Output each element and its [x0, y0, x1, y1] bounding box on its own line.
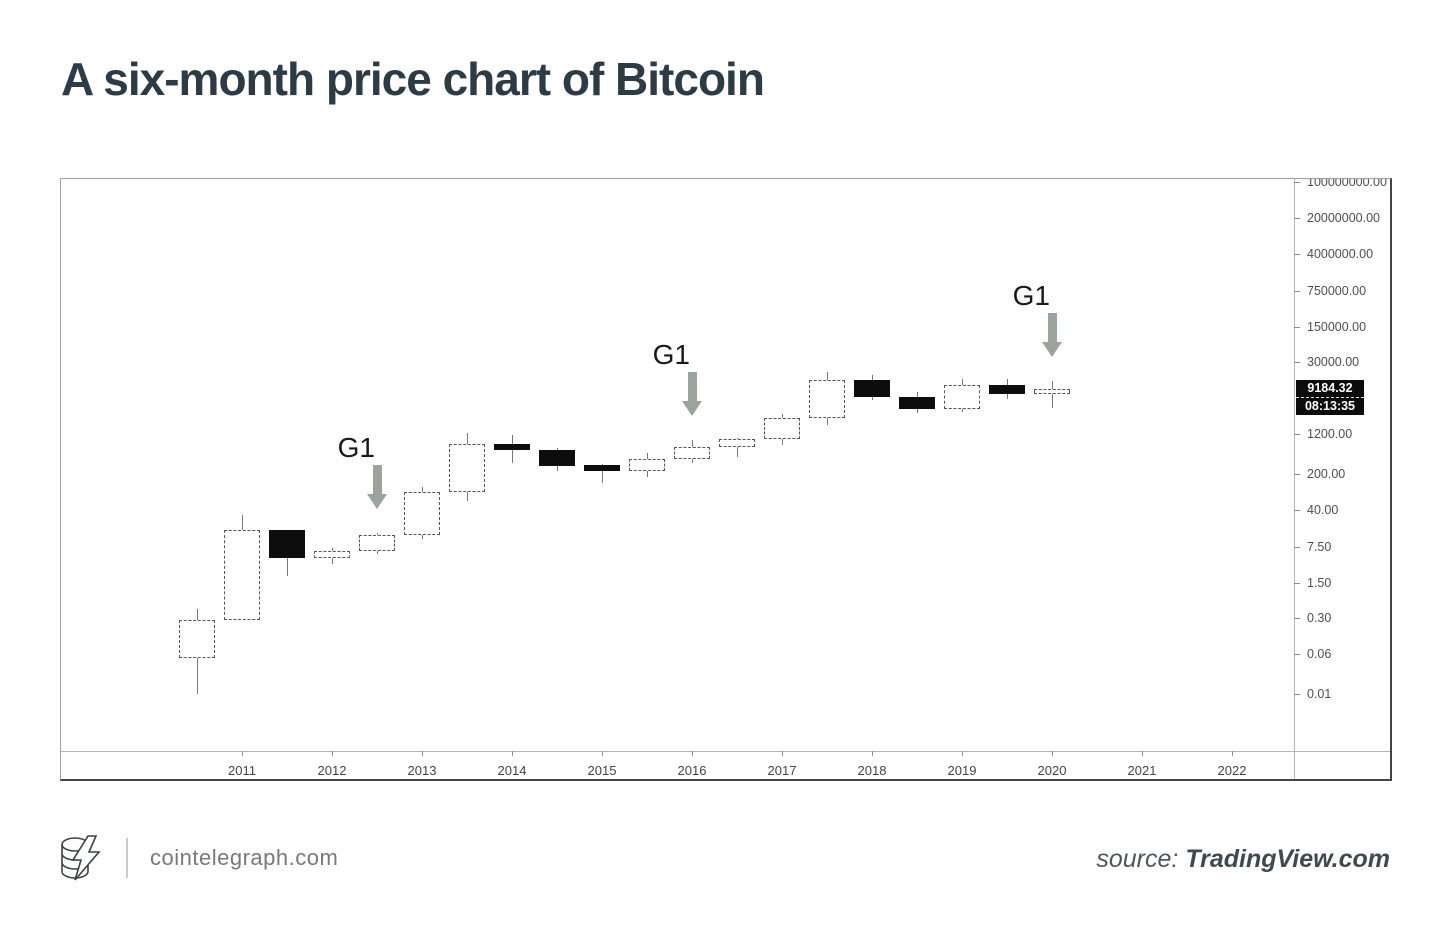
x-axis-tick-label: 2020	[1037, 763, 1067, 778]
candle-body-2014-H1	[494, 444, 530, 450]
candle-body-2010-H2	[179, 619, 215, 659]
candle-body-2019-H1	[944, 385, 980, 409]
x-axis-tick-label: 2015	[587, 763, 617, 778]
candle-body-2011-H1	[224, 529, 260, 620]
candle-body-2018-H1	[854, 379, 890, 398]
x-axis-tick	[1232, 751, 1233, 756]
y-axis-tick	[1294, 473, 1300, 475]
y-axis-tick-label: 7.50	[1307, 539, 1332, 554]
candle-wick-2020-H1	[1051, 381, 1053, 408]
y-axis-tick-label: 0.01	[1307, 687, 1332, 701]
last-price-label: 9184.32	[1296, 380, 1364, 399]
x-axis-tick-label: 2014	[497, 763, 527, 778]
y-axis-tick-label: 20000000.00	[1307, 210, 1380, 225]
y-axis-tick	[1294, 290, 1300, 292]
x-axis-tick-label: 2018	[857, 763, 887, 778]
x-axis-tick-label: 2019	[947, 763, 977, 778]
x-axis-tick	[692, 751, 693, 756]
source-prefix: source:	[1096, 845, 1186, 873]
y-axis-tick	[1294, 362, 1300, 364]
y-axis-tick-label: 30000.00	[1307, 355, 1360, 370]
halving-arrow-shaft	[1047, 313, 1057, 343]
candle-body-2013-H1	[404, 491, 440, 536]
y-axis-tick	[1294, 509, 1300, 511]
y-axis-tick	[1294, 618, 1300, 620]
source-credit: source: TradingView.com	[1096, 845, 1390, 874]
x-axis-tick	[962, 751, 963, 756]
y-axis-tick	[1294, 582, 1300, 584]
halving-label: G1	[652, 339, 690, 371]
y-axis-tick-label: 40.00	[1307, 502, 1339, 517]
y-axis-tick	[1294, 433, 1300, 435]
x-axis-tick	[422, 751, 423, 756]
halving-label: G1	[337, 432, 375, 464]
y-axis-tick	[1294, 217, 1300, 219]
candle-body-2019-H2	[989, 385, 1025, 395]
y-axis-tick	[1294, 654, 1300, 656]
bar-countdown-label: 08:13:35	[1304, 399, 1356, 414]
candle-body-2018-H2	[899, 397, 935, 409]
y-axis-tick-label: 100000000.00	[1307, 178, 1387, 189]
candle-body-2014-H2	[539, 449, 575, 466]
candle-wick-2016-H2	[736, 438, 738, 458]
x-axis-tick	[242, 751, 243, 756]
y-axis-tick	[1294, 694, 1300, 695]
halving-arrow-icon	[1042, 342, 1062, 358]
y-axis-tick-label: 1.50	[1307, 575, 1332, 590]
y-axis-tick	[1294, 182, 1300, 183]
page-title: A six-month price chart of Bitcoin	[61, 53, 765, 105]
x-axis-tick	[872, 751, 873, 756]
candle-body-2012-H2	[359, 535, 395, 552]
halving-arrow-icon	[682, 401, 702, 417]
y-axis-tick-label: 0.06	[1307, 647, 1332, 662]
x-axis-tick	[602, 751, 603, 756]
chart-plot-area: G1 G1 G1	[61, 179, 1390, 779]
y-axis-tick-label: 1200.00	[1307, 426, 1353, 441]
x-axis-tick	[1142, 751, 1143, 756]
candle-body-2017-H1	[764, 418, 800, 440]
candle-body-2020-H1	[1034, 388, 1070, 395]
y-axis-tick	[1294, 546, 1300, 548]
halving-arrow-shaft	[372, 465, 382, 495]
x-axis-tick	[512, 751, 513, 756]
candle-body-2015-H1	[584, 464, 620, 471]
candle-body-2015-H2	[629, 458, 665, 471]
halving-label: G1	[1012, 280, 1050, 312]
price-axis-separator	[1294, 179, 1295, 779]
candle-body-2012-H1	[314, 551, 350, 559]
y-axis-tick-label: 4000000.00	[1307, 246, 1374, 261]
brand-domain: cointelegraph.com	[150, 845, 339, 870]
x-axis-tick	[782, 751, 783, 756]
candle-body-2013-H2	[449, 444, 485, 492]
x-axis-tick-label: 2022	[1217, 763, 1247, 778]
x-axis-tick-label: 2012	[317, 763, 347, 778]
x-axis-tick-label: 2021	[1127, 763, 1157, 778]
candle-body-2016-H2	[719, 439, 755, 447]
candle-body-2011-H2	[269, 529, 305, 559]
footer-brand: cointelegraph.com	[58, 834, 338, 882]
bitcoin-price-chart: G1 G1 G1 9184.32 08:13:35 100000000.00 2000…	[60, 178, 1392, 781]
x-axis-tick-label: 2016	[677, 763, 707, 778]
y-axis-tick	[1294, 253, 1300, 255]
x-axis-tick-label: 2011	[228, 763, 256, 778]
y-axis-tick-label: 0.30	[1307, 611, 1332, 626]
candle-body-2016-H1	[674, 446, 710, 459]
candle-wick-2015-H1	[601, 464, 603, 483]
halving-arrow-shaft	[687, 372, 697, 402]
x-axis-tick	[1052, 751, 1053, 756]
y-axis-tick-label: 200.00	[1307, 466, 1346, 481]
cointelegraph-logo	[61, 835, 101, 881]
source-name: TradingView.com	[1185, 845, 1390, 873]
y-axis-tick	[1294, 326, 1300, 328]
footer-divider	[126, 838, 128, 878]
x-axis-tick	[332, 751, 333, 756]
halving-arrow-icon	[367, 494, 387, 510]
last-price-badge: 9184.32 08:13:35	[1296, 380, 1364, 416]
candle-body-2017-H2	[809, 379, 845, 419]
x-axis-tick-label: 2017	[767, 763, 797, 778]
time-axis-separator	[61, 751, 1390, 752]
x-axis-tick-label: 2013	[407, 763, 437, 778]
y-axis-tick-label: 150000.00	[1307, 319, 1367, 334]
y-axis-tick-label: 750000.00	[1307, 283, 1367, 298]
